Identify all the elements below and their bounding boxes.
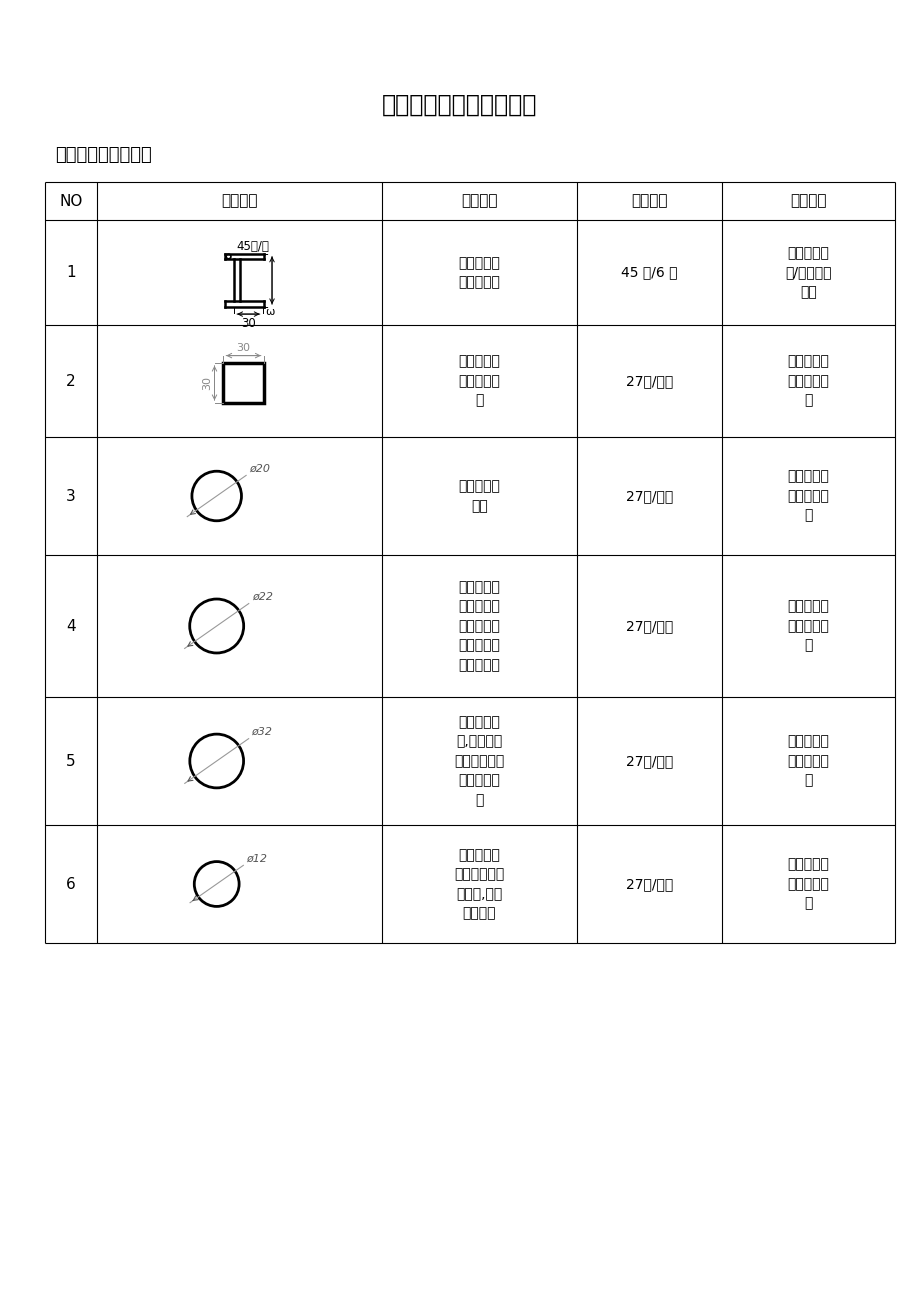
Text: 斯特林模型常规材料参数: 斯特林模型常规材料参数 [382, 92, 537, 117]
Text: 6: 6 [66, 876, 75, 892]
Text: 可用于飞轮
支撑件、连杆
支撑件,导气
杆的制作: 可用于飞轮 支撑件、连杆 支撑件,导气 杆的制作 [454, 848, 505, 921]
Text: 装饰铝型材
店/下沙镇小
学旁: 装饰铝型材 店/下沙镇小 学旁 [785, 246, 831, 299]
Text: 30: 30 [236, 344, 250, 353]
Text: 2: 2 [66, 374, 75, 388]
Text: 1: 1 [66, 266, 75, 280]
Bar [223, 363, 264, 404]
Text: NO: NO [59, 194, 83, 208]
Text: 主要用途: 主要用途 [460, 194, 497, 208]
Text: 参考价格: 参考价格 [630, 194, 667, 208]
Text: ω: ω [266, 307, 275, 318]
Text: 27元/公斤: 27元/公斤 [625, 374, 673, 388]
Text: 可用于斯特
林主体的制
作: 可用于斯特 林主体的制 作 [458, 354, 500, 408]
Text: 可用于制作
飞轮: 可用于制作 飞轮 [458, 479, 500, 513]
Text: 45元/支: 45元/支 [236, 240, 269, 253]
Text: 一、常用铝型材参数: 一、常用铝型材参数 [55, 146, 152, 164]
Text: 30: 30 [202, 376, 212, 391]
Text: 5: 5 [66, 754, 75, 768]
Text: 3: 3 [66, 488, 75, 504]
Text: 焦家村金属
现货交易市
场: 焦家村金属 现货交易市 场 [787, 599, 829, 652]
Text: 焦家村金属
现货交易市
场: 焦家村金属 现货交易市 场 [787, 470, 829, 522]
Text: ø32: ø32 [252, 727, 272, 737]
Text: 截面参数: 截面参数 [221, 194, 257, 208]
Text: 焦家村金属
现货交易市
场: 焦家村金属 现货交易市 场 [787, 734, 829, 788]
Text: 27元/公斤: 27元/公斤 [625, 754, 673, 768]
Text: 可用于热气
缸活塞或者
斯特林主体
的及相应连
接件的制作: 可用于热气 缸活塞或者 斯特林主体 的及相应连 接件的制作 [458, 579, 500, 672]
Text: 27元/公斤: 27元/公斤 [625, 618, 673, 633]
Text: 27元/公斤: 27元/公斤 [625, 490, 673, 503]
Text: 采购渠道: 采购渠道 [789, 194, 826, 208]
Text: 30: 30 [241, 316, 255, 329]
Text: ø12: ø12 [246, 853, 267, 863]
Text: ø20: ø20 [249, 464, 270, 474]
Text: 可用作摆臂
支撑的基座: 可用作摆臂 支撑的基座 [458, 255, 500, 289]
Text: ø22: ø22 [252, 591, 272, 602]
Text: 4: 4 [66, 618, 75, 634]
Text: 焦家村金属
现货交易市
场: 焦家村金属 现货交易市 场 [787, 858, 829, 910]
Text: 27元/公斤: 27元/公斤 [625, 878, 673, 891]
Text: 45 元/6 米: 45 元/6 米 [620, 266, 677, 280]
Text: 焦家村金属
现货交易市
场: 焦家村金属 现货交易市 场 [787, 354, 829, 408]
Text: 可用于热气
缸,动力气缸
的外壁制作、
飞轮连接件
等: 可用于热气 缸,动力气缸 的外壁制作、 飞轮连接件 等 [454, 715, 505, 807]
